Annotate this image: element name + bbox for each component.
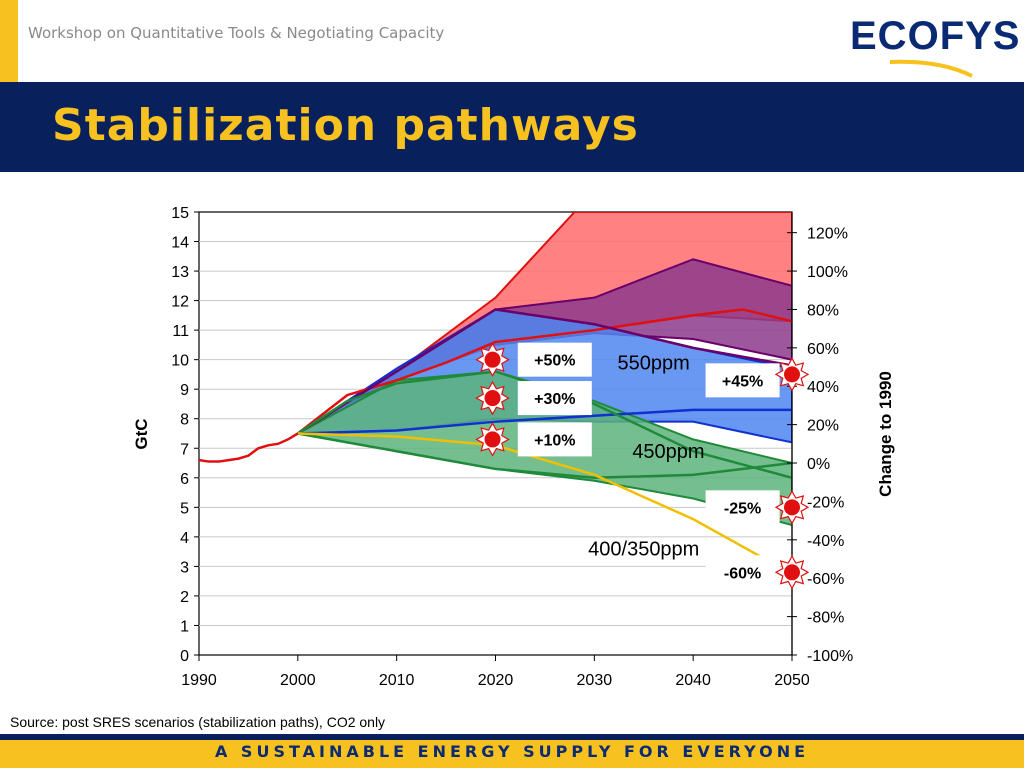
historical-line (199, 432, 299, 463)
burst-dot (484, 351, 501, 368)
y-tick-label: 14 (171, 235, 189, 252)
annotation-box (517, 422, 592, 457)
slide-title: Stabilization pathways (52, 100, 639, 151)
title-band (0, 82, 1024, 172)
y2-tick-label: 60% (807, 341, 839, 358)
annotation-box (517, 342, 592, 377)
y2-tick-label: 120% (807, 226, 848, 243)
y2-tick-label: -40% (807, 533, 844, 550)
y2-tick-label: 100% (807, 264, 848, 281)
y-tick-label: 1 (180, 618, 189, 635)
y2-tick-label: -80% (807, 610, 844, 627)
annotation-label: 400/350ppm (588, 539, 699, 561)
annotation-label: +50% (534, 353, 575, 370)
annotation-box (517, 381, 592, 416)
burst-marker-icon (475, 422, 510, 457)
footer-slogan: A SUSTAINABLE ENERGY SUPPLY FOR EVERYONE (214, 742, 810, 761)
y2-tick-label: 20% (807, 418, 839, 435)
logo-fys-text: FYS (939, 14, 1021, 58)
burst-dot (784, 499, 800, 516)
y-tick-label: 11 (172, 323, 189, 340)
y-tick-label: 13 (171, 264, 189, 281)
y-tick-label: 4 (180, 530, 189, 547)
y-tick-label: 0 (180, 648, 189, 665)
ecofys-logo: ECOFYS (850, 14, 1019, 78)
series-line-purple (297, 308, 792, 435)
x-tick-label: 2030 (577, 672, 613, 689)
y2-tick-label: -100% (807, 648, 853, 665)
y2-axis-title: Change to 1990 (876, 371, 895, 497)
y-tick-label: 9 (180, 382, 189, 399)
y2-tick-label: 80% (807, 302, 839, 319)
annotation-label: +30% (534, 391, 575, 408)
y-tick-label: 2 (180, 589, 189, 606)
y-tick-label: 5 (180, 500, 189, 517)
y2-tick-label: 0% (807, 456, 830, 473)
y-tick-label: 3 (180, 559, 189, 576)
burst-marker-icon (774, 357, 810, 392)
x-tick-label: 1990 (181, 672, 217, 689)
burst-dot (784, 564, 800, 581)
x-tick-label: 2040 (675, 672, 711, 689)
burst-dot (484, 431, 501, 448)
y2-tick-label: -20% (807, 494, 844, 511)
burst-dot (784, 366, 800, 383)
burst-marker-icon (475, 342, 510, 377)
y-tick-label: 15 (171, 205, 189, 222)
burst-dot (484, 390, 501, 407)
annotation-label: -25% (724, 500, 761, 517)
annotation-label: -60% (724, 565, 761, 582)
footer-stripe (0, 740, 1024, 768)
y2-tick-label: 40% (807, 379, 839, 396)
x-tick-label: 2050 (774, 672, 810, 689)
burst-marker-icon (475, 380, 510, 416)
y-tick-label: 8 (180, 412, 189, 429)
y-tick-label: 6 (180, 471, 189, 488)
y-tick-label: 12 (171, 294, 189, 311)
annotation-box (705, 490, 780, 525)
series-line-blue (297, 408, 792, 435)
series-line-yellow (297, 432, 763, 559)
y2-tick-label: -60% (807, 571, 844, 588)
series-line-red (297, 308, 792, 435)
burst-marker-icon (774, 555, 810, 590)
logo-eco-text: ECO (850, 14, 940, 58)
y-tick-label: 10 (171, 353, 189, 370)
annotation-label: 450ppm (632, 441, 704, 463)
series-line-green_mid (297, 432, 792, 480)
x-tick-label: 2010 (379, 672, 415, 689)
y-axis-title: GtC (132, 418, 151, 449)
annotation-label: +10% (534, 432, 575, 449)
x-tick-label: 2020 (478, 672, 514, 689)
yellow-accent-tab (0, 0, 18, 82)
x-tick-label: 2000 (280, 672, 316, 689)
source-note: Source: post SRES scenarios (stabilizati… (10, 714, 386, 730)
y-tick-label: 7 (180, 441, 189, 458)
annotation-box (705, 363, 780, 398)
burst-marker-icon (774, 490, 810, 525)
logo-swoosh-icon (889, 59, 973, 78)
annotation-label: +45% (722, 373, 763, 390)
annotation-label: 550ppm (617, 353, 689, 375)
workshop-header: Workshop on Quantitative Tools & Negotia… (28, 24, 445, 42)
annotation-box (705, 555, 780, 590)
